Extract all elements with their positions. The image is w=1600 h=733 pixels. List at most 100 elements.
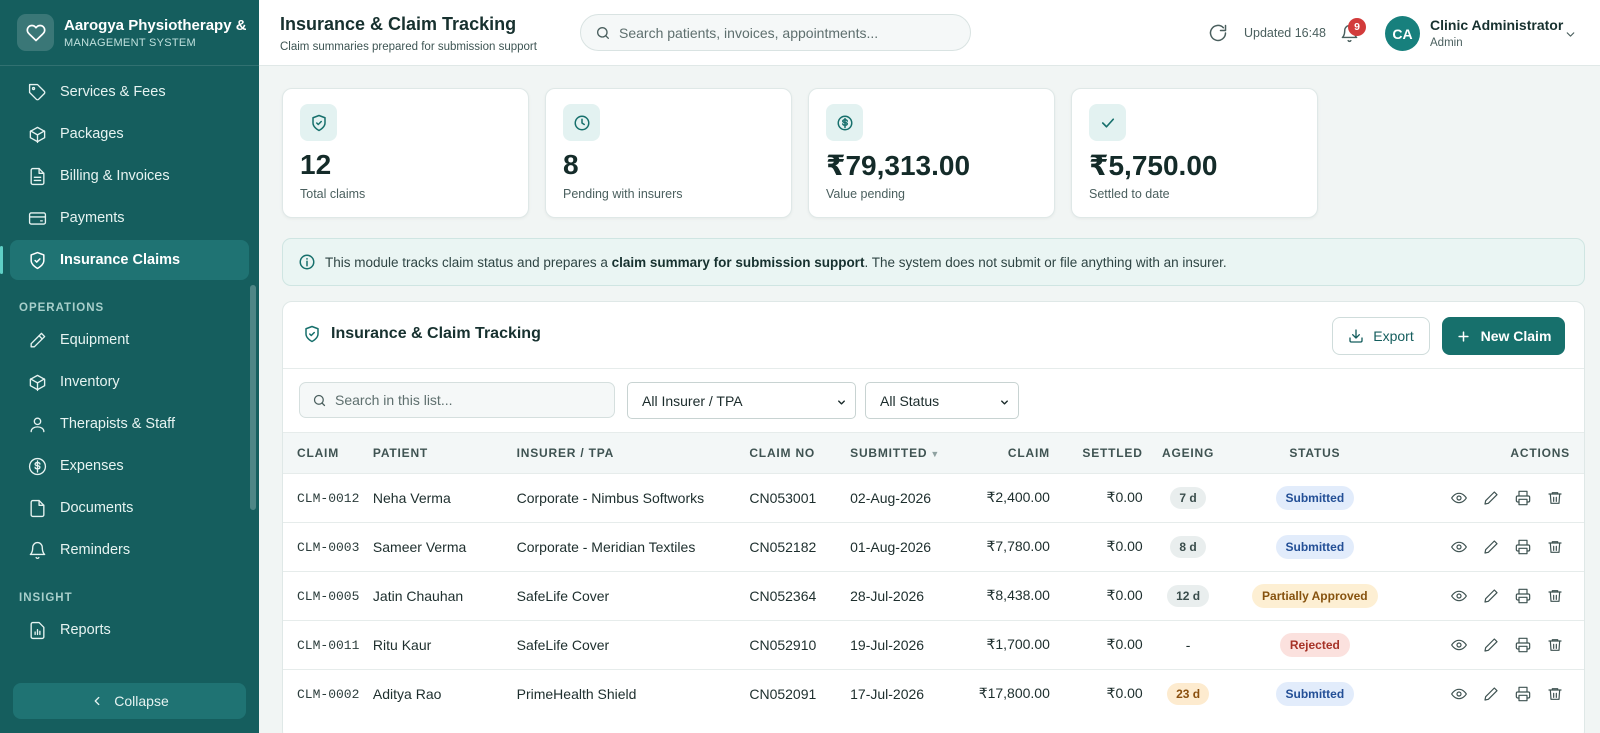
- wrench-icon: [30, 332, 46, 348]
- view-icon[interactable]: [1449, 537, 1468, 556]
- sidebar-item-billing-invoices[interactable]: Billing & Invoices: [10, 156, 249, 196]
- claim-id[interactable]: CLM-0005: [297, 589, 360, 604]
- stat-value: 8: [563, 149, 579, 180]
- sidebar-item-therapists-staff[interactable]: Therapists & Staff: [10, 404, 249, 444]
- ageing-value: -: [1185, 636, 1191, 653]
- column-header-submitted[interactable]: SUBMITTED ▼: [850, 445, 941, 460]
- column-header-claim[interactable]: CLAIM: [297, 445, 339, 460]
- stat-label: Settled to date: [1089, 187, 1170, 201]
- status-badge: Submitted: [1275, 681, 1355, 706]
- status-badge: Submitted: [1275, 534, 1355, 559]
- insurer-filter-select[interactable]: All Insurer / TPA: [627, 382, 856, 419]
- document-icon: [30, 499, 45, 517]
- view-icon[interactable]: [1449, 635, 1468, 654]
- file-text-icon: [30, 167, 45, 185]
- column-header-patient[interactable]: PATIENT: [372, 445, 429, 460]
- column-header-settled[interactable]: SETTLED: [1082, 445, 1143, 460]
- column-header-claim-no[interactable]: CLAIM NO: [749, 445, 816, 460]
- sidebar-item-documents[interactable]: Documents: [10, 488, 249, 528]
- status-filter-select[interactable]: All Status: [865, 382, 1019, 419]
- edit-icon[interactable]: [1481, 586, 1500, 605]
- print-icon[interactable]: [1513, 488, 1532, 507]
- view-icon[interactable]: [1449, 586, 1468, 605]
- table-row[interactable]: CLM-0011 Ritu Kaur SafeLife Cover CN052910 1…: [283, 620, 1584, 669]
- global-search[interactable]: [580, 14, 971, 51]
- print-icon[interactable]: [1513, 684, 1532, 703]
- export-button[interactable]: Export: [1332, 317, 1430, 355]
- settled-amount: ₹0.00: [1106, 538, 1143, 554]
- sidebar-item-inventory[interactable]: Inventory: [10, 362, 249, 402]
- sidebar-item-equipment[interactable]: Equipment: [10, 320, 249, 360]
- chevron-left-icon: [94, 696, 100, 706]
- view-icon[interactable]: [1449, 488, 1468, 507]
- chevron-down-icon[interactable]: [1564, 28, 1577, 46]
- claim-number: CN052182: [749, 538, 817, 555]
- column-header-claim-amount[interactable]: CLAIM: [1007, 445, 1050, 460]
- print-icon[interactable]: [1513, 586, 1532, 605]
- edit-icon[interactable]: [1481, 488, 1500, 507]
- avatar[interactable]: CA: [1385, 16, 1420, 51]
- sidebar-item-label: Payments: [60, 210, 125, 226]
- ageing-badge: 7 d: [1170, 486, 1206, 509]
- edit-icon[interactable]: [1481, 537, 1500, 556]
- wallet-icon: [28, 211, 47, 225]
- refresh-icon[interactable]: [1208, 23, 1228, 48]
- view-icon[interactable]: [1449, 684, 1468, 703]
- edit-icon[interactable]: [1481, 684, 1500, 703]
- sort-descending-icon: ▼: [930, 448, 941, 459]
- column-header-status[interactable]: STATUS: [1289, 445, 1341, 460]
- list-search-input[interactable]: [335, 392, 605, 408]
- sidebar-item-reports[interactable]: Reports: [10, 610, 249, 650]
- print-icon[interactable]: [1513, 635, 1532, 654]
- table-row[interactable]: CLM-0005 Jatin Chauhan SafeLife Cover CN052…: [283, 571, 1584, 620]
- collapse-button[interactable]: Collapse: [13, 683, 246, 719]
- sidebar-item-services-fees[interactable]: Services & Fees: [10, 72, 249, 112]
- topbar: Insurance & Claim Tracking Claim summari…: [259, 0, 1600, 66]
- table-row[interactable]: CLM-0003 Sameer Verma Corporate - Meridian…: [283, 522, 1584, 571]
- clock-icon: [563, 104, 600, 141]
- sidebar-item-label: Billing & Invoices: [60, 168, 170, 184]
- claim-id[interactable]: CLM-0003: [297, 540, 360, 555]
- sidebar-item-insurance-claims[interactable]: Insurance Claims: [0, 240, 249, 280]
- delete-icon[interactable]: [1545, 537, 1564, 556]
- column-header-ageing[interactable]: AGEING: [1162, 445, 1215, 460]
- claim-id[interactable]: CLM-0002: [297, 687, 360, 703]
- delete-icon[interactable]: [1545, 586, 1564, 605]
- global-search-input[interactable]: [619, 24, 949, 41]
- list-search[interactable]: [299, 382, 615, 418]
- claims-table-body: CLM-0012 Neha Verma Corporate - Nimbus Sof…: [283, 473, 1584, 718]
- box-icon: [29, 126, 46, 143]
- shield-icon: [30, 251, 45, 269]
- updated-time: Updated 16:48: [1244, 26, 1327, 40]
- row-actions: [1398, 635, 1584, 654]
- sidebar-scrollbar[interactable]: [250, 285, 256, 510]
- print-icon[interactable]: [1513, 537, 1532, 556]
- table-row[interactable]: CLM-0002 Aditya Rao PrimeHealth Shield CN05…: [283, 669, 1584, 718]
- sidebar-item-payments[interactable]: Payments: [10, 198, 249, 238]
- column-header-actions: ACTIONS: [1510, 445, 1570, 460]
- claim-id[interactable]: CLM-0011: [297, 638, 360, 653]
- claim-id[interactable]: CLM-0012: [297, 491, 360, 506]
- sidebar-item-label: Packages: [60, 126, 124, 142]
- user-role: Admin: [1430, 37, 1463, 49]
- delete-icon[interactable]: [1545, 684, 1564, 703]
- sidebar-item-label: Expenses: [60, 458, 124, 474]
- stat-value: ₹5,750.00: [1089, 150, 1218, 181]
- sidebar-item-expenses[interactable]: Expenses: [10, 446, 249, 486]
- user-name[interactable]: Clinic Administrator: [1430, 17, 1564, 33]
- table-row[interactable]: CLM-0012 Neha Verma Corporate - Nimbus Sof…: [283, 473, 1584, 522]
- new-claim-button[interactable]: New Claim: [1442, 317, 1565, 355]
- sidebar-item-label: Reports: [60, 622, 111, 638]
- delete-icon[interactable]: [1545, 488, 1564, 507]
- column-header-insurer[interactable]: INSURER / TPA: [516, 445, 615, 460]
- status-badge: Submitted: [1275, 485, 1355, 510]
- sidebar-item-packages[interactable]: Packages: [10, 114, 249, 154]
- insurer-name: SafeLife Cover: [516, 636, 610, 653]
- page-title: Insurance & Claim Tracking: [280, 14, 517, 34]
- delete-icon[interactable]: [1545, 635, 1564, 654]
- edit-icon[interactable]: [1481, 635, 1500, 654]
- check-icon: [1089, 104, 1126, 141]
- submitted-date: 28-Jul-2026: [850, 587, 925, 604]
- sidebar-item-reminders[interactable]: Reminders: [10, 530, 249, 570]
- collapse-label: Collapse: [114, 693, 169, 709]
